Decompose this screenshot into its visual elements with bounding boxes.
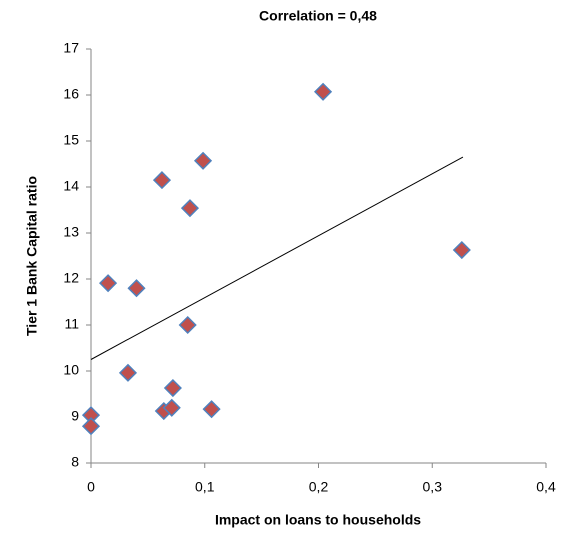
y-tick-label: 9 <box>71 408 79 424</box>
point <box>202 400 221 419</box>
x-tick-label: 0,1 <box>195 479 215 495</box>
y-axis-label: Tier 1 Bank Capital ratio <box>24 176 40 336</box>
point <box>99 274 118 293</box>
y-tick-label: 11 <box>64 316 79 332</box>
point <box>152 171 172 190</box>
y-tick-label: 8 <box>71 454 79 470</box>
x-axis-label: Impact on loans to households <box>215 512 421 528</box>
point <box>118 363 138 382</box>
point <box>178 315 197 335</box>
y-tick-label: 10 <box>63 362 79 378</box>
y-tick-label: 14 <box>63 178 79 194</box>
x-tick-label: 0,3 <box>423 479 443 495</box>
point <box>193 151 213 170</box>
point <box>313 82 333 101</box>
chart-title: Correlation = 0,48 <box>259 8 377 24</box>
x-tick-label: 0 <box>87 479 95 495</box>
point <box>180 199 200 218</box>
y-tick-label: 12 <box>63 270 79 286</box>
y-tick-label: 15 <box>63 132 79 148</box>
y-tick-label: 17 <box>63 40 79 56</box>
point <box>452 240 471 260</box>
x-tick-label: 0,4 <box>536 479 556 495</box>
y-tick-label: 13 <box>63 224 79 240</box>
trendline <box>90 156 464 360</box>
point <box>162 398 181 417</box>
point <box>127 279 146 298</box>
y-tick-label: 16 <box>63 86 79 102</box>
point <box>81 417 101 436</box>
x-tick-label: 0,2 <box>309 479 329 495</box>
point <box>163 378 182 398</box>
